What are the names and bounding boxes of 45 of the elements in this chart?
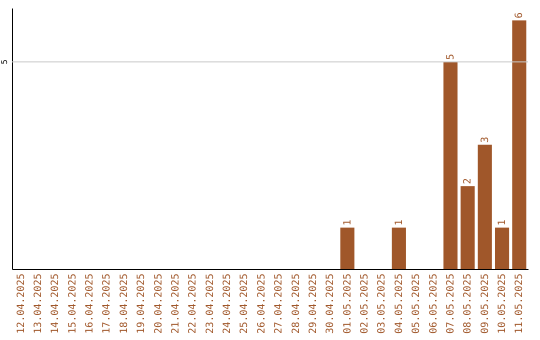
- x-tick-label: 07.05.2025: [445, 274, 456, 334]
- bar: [460, 186, 475, 269]
- x-tick-label: 23.04.2025: [204, 274, 216, 334]
- x-tick-label: 29.04.2025: [308, 274, 319, 334]
- x-tick-label: 10.05.2025: [497, 274, 508, 334]
- bar: [478, 144, 492, 269]
- x-tick-label: 30.04.2025: [325, 274, 336, 334]
- x-tick-label: 02.05.2025: [360, 274, 371, 334]
- x-tick-label: 13.04.2025: [32, 274, 44, 334]
- bar: [340, 228, 354, 269]
- x-tick-label: 21.04.2025: [170, 274, 182, 334]
- x-tick-label: 18.04.2025: [118, 274, 130, 334]
- x-tick-label: 19.04.2025: [136, 274, 148, 334]
- data-label: 3: [480, 136, 491, 143]
- x-tick-label: 08.05.2025: [462, 274, 474, 334]
- data-label: 1: [394, 220, 405, 226]
- x-tick-label: 26.04.2025: [256, 274, 268, 334]
- x-tick-label: 24.04.2025: [222, 274, 234, 334]
- x-tick-label: 11.05.2025: [514, 274, 526, 334]
- x-tick-label: 28.04.2025: [290, 274, 302, 334]
- x-tick-label: 04.05.2025: [394, 274, 405, 334]
- x-tick-label: 27.04.2025: [274, 274, 285, 334]
- x-tick-label: 09.05.2025: [480, 274, 491, 334]
- x-tick-label: 06.05.2025: [428, 274, 440, 334]
- x-tick-label: 16.04.2025: [84, 274, 96, 334]
- data-label: 6: [514, 12, 526, 18]
- bar: [495, 228, 510, 269]
- x-tick-label: 05.05.2025: [411, 274, 422, 334]
- ref-line-label: 5: [0, 59, 9, 64]
- data-label: 1: [497, 220, 508, 226]
- x-tick-label: 14.04.2025: [50, 274, 62, 334]
- data-label: 1: [342, 220, 354, 226]
- data-label: 5: [445, 54, 456, 60]
- x-tick-label: 17.04.2025: [102, 274, 113, 334]
- bar: [443, 62, 458, 269]
- x-tick-label: 01.05.2025: [342, 274, 354, 334]
- x-tick-label: 12.04.2025: [16, 274, 27, 334]
- x-tick-label: 15.04.2025: [67, 274, 78, 334]
- data-label: 2: [462, 178, 474, 184]
- x-tick-label: 03.05.2025: [376, 274, 388, 334]
- x-tick-label: 20.04.2025: [153, 274, 164, 334]
- x-tick-label: 22.04.2025: [188, 274, 199, 334]
- x-tick-label: 25.04.2025: [239, 274, 250, 334]
- bar: [392, 228, 406, 269]
- bar: [512, 20, 526, 269]
